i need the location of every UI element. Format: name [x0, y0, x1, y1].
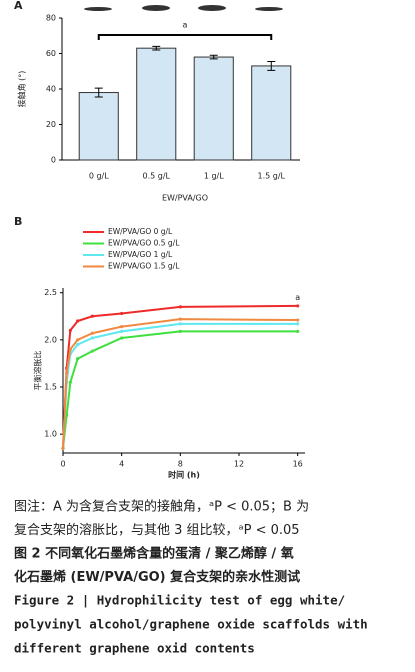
panel-label: B	[14, 215, 22, 228]
point	[178, 329, 182, 333]
point	[76, 319, 80, 323]
caption-line: 复合支架的溶胀比，与其他 3 组比较，ᵃP < 0.05	[14, 522, 300, 538]
x-tick-label: 0 g/L	[89, 172, 109, 181]
point	[65, 371, 69, 375]
bar	[136, 47, 177, 161]
y-axis-title: 接触角 (°)	[17, 71, 27, 108]
y-tick-label: 0	[51, 156, 56, 165]
panel-label: A	[14, 0, 23, 12]
point	[296, 318, 300, 322]
point	[68, 347, 72, 351]
point	[68, 328, 72, 333]
droplets	[84, 5, 283, 11]
point	[90, 349, 94, 353]
bar	[251, 65, 292, 161]
point	[120, 329, 124, 333]
x-axis-title: 时间 (h)	[168, 470, 200, 480]
bar	[193, 56, 234, 161]
point	[120, 336, 124, 340]
point	[120, 325, 124, 329]
point	[90, 314, 94, 318]
series-line	[62, 330, 298, 449]
caption-line: polyvinyl alcohol/graphene oxide scaffol…	[14, 617, 368, 632]
point	[178, 317, 182, 321]
point	[76, 342, 80, 347]
caption-line: 化石墨烯 (EW/PVA/GO) 复合支架的亲水性测试	[14, 569, 300, 585]
caption-line: 图 2 不同氧化石墨烯含量的蛋清 / 聚乙烯醇 / 氧	[14, 546, 294, 562]
x-axis-title: EW/PVA/GO	[162, 194, 208, 203]
error-bar	[209, 54, 218, 60]
bar	[78, 92, 119, 161]
point	[178, 305, 182, 309]
x-tick-label: 12	[234, 460, 244, 469]
y-axis-title: 平衡溶胀比	[33, 351, 43, 391]
y-tick-label: 2.5	[44, 288, 57, 297]
caption-line: 图注：A 为含复合支架的接触角，ᵃP < 0.05；B 为	[14, 499, 309, 515]
legend-label: EW/PVA/GO 0.5 g/L	[108, 239, 180, 248]
y-tick-label: 20	[46, 120, 56, 129]
legend-label: EW/PVA/GO 1 g/L	[108, 250, 173, 259]
y-tick-label: 2.0	[44, 335, 57, 344]
error-bar	[94, 87, 103, 98]
series-line	[62, 318, 298, 449]
error-bar	[267, 60, 276, 71]
y-tick-label: 1.5	[44, 383, 57, 392]
point	[90, 336, 94, 340]
x-tick-label: 16	[293, 460, 303, 469]
y-tick-label: 40	[46, 85, 56, 94]
point	[296, 329, 300, 333]
y-tick-label: 60	[46, 49, 56, 58]
x-tick-label: 1.5 g/L	[258, 172, 286, 181]
point	[178, 322, 182, 326]
x-tick-label: 1 g/L	[204, 172, 224, 181]
legend-label: EW/PVA/GO 0 g/L	[108, 227, 173, 236]
point	[68, 380, 72, 384]
legend-label: EW/PVA/GO 1.5 g/L	[108, 262, 180, 271]
point	[76, 357, 80, 361]
point	[120, 311, 124, 316]
x-tick-label: 8	[178, 460, 183, 469]
caption-line: different graphene oxid contents	[14, 641, 255, 656]
series-line	[62, 322, 298, 449]
caption-line: Figure 2 | Hydrophilicity test of egg wh…	[14, 593, 345, 608]
point	[90, 331, 94, 335]
y-tick-label: 1.0	[44, 430, 57, 439]
series-line	[62, 304, 298, 449]
point	[76, 338, 80, 342]
point	[296, 304, 300, 308]
error-bar	[152, 45, 161, 51]
x-tick-label: 4	[119, 460, 124, 469]
annotation: a	[183, 21, 188, 30]
point	[61, 446, 65, 450]
x-tick-label: 0.5 g/L	[143, 172, 171, 181]
y-tick-label: 80	[46, 14, 56, 23]
point	[296, 322, 300, 326]
x-tick-label: 0	[60, 460, 65, 469]
significance-bracket	[97, 34, 273, 40]
annotation: a	[295, 293, 300, 302]
